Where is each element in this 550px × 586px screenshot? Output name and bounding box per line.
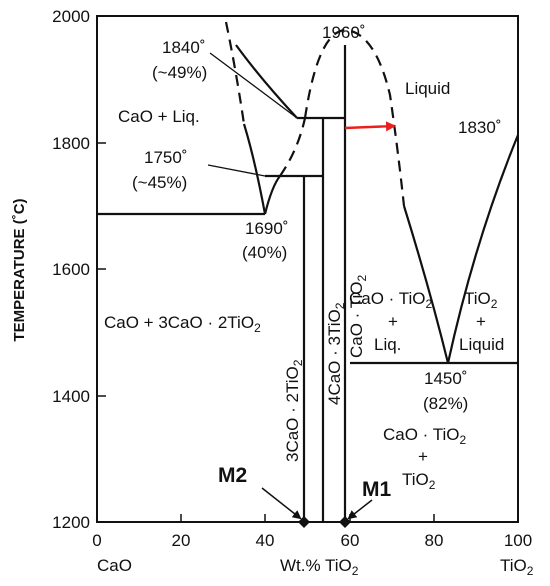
x-tick-0: 0 (92, 531, 101, 550)
label-1840-pct: (~49%) (152, 63, 207, 82)
marker-m1-label: M1 (362, 478, 391, 501)
region-ct-liq-line3: Liq. (374, 335, 401, 354)
x-left-component: CaO (97, 556, 132, 575)
label-1960: 1960˚ (322, 23, 365, 42)
y-tick-2000: 2000 (52, 7, 90, 26)
compound-ct-label: CaO · TiO2 (347, 274, 369, 358)
dashed-liquidus (224, 21, 406, 207)
region-ct-liq-line1: CaO · TiO2 (349, 289, 433, 311)
red-arrow (344, 121, 396, 132)
x-tick-80: 80 (425, 531, 444, 550)
y-tick-1200: 1200 (52, 513, 90, 532)
y-tick-marks (97, 15, 106, 523)
region-cao-c3t2: CaO + 3CaO · 2TiO2 (104, 313, 261, 335)
m1-point (339, 516, 351, 528)
region-ct-tio2-line2: + (418, 447, 428, 466)
y-tick-1600: 1600 (52, 260, 90, 279)
x-tick-100: 100 (504, 531, 532, 550)
leader-lines (207, 52, 298, 177)
region-cao-liq: CaO + Liq. (118, 107, 200, 126)
marker-m2-label: M2 (218, 464, 247, 487)
y-tick-1800: 1800 (52, 134, 90, 153)
region-liquid: Liquid (405, 79, 450, 98)
region-tio2-liq-line2: + (476, 312, 486, 331)
x-tick-40: 40 (256, 531, 275, 550)
label-1690: 1690˚ (245, 219, 288, 238)
compound-c3t2-label: 3CaO · 2TiO2 (283, 359, 305, 462)
label-1840: 1840˚ (162, 38, 205, 57)
x-right-component: TiO2 (500, 556, 534, 578)
region-ct-tio2-line3: TiO2 (402, 470, 436, 492)
marker-arrows (261, 487, 373, 520)
x-tick-20: 20 (172, 531, 191, 550)
label-1690-pct: (40%) (242, 243, 287, 262)
y-axis-title: TEMPERATURE (˚C) (11, 198, 28, 341)
label-1750: 1750˚ (144, 148, 187, 167)
x-tick-60: 60 (341, 531, 360, 550)
label-1750-pct: (~45%) (132, 173, 187, 192)
region-ct-tio2-line1: CaO · TiO2 (383, 425, 467, 447)
label-1450: 1450˚ (424, 369, 467, 388)
label-1450-pct: (82%) (423, 394, 468, 413)
y-tick-1400: 1400 (52, 387, 90, 406)
region-tio2-liq-line3: Liquid (459, 335, 504, 354)
x-axis-title: Wt.% TiO2 (280, 556, 359, 578)
compound-c4t3-label: 4CaO · 3TiO2 (325, 302, 347, 405)
plot-frame (96, 15, 519, 523)
m2-point (298, 516, 310, 528)
region-ct-liq-line2: + (388, 312, 398, 331)
label-1830: 1830˚ (458, 118, 501, 137)
region-tio2-liq-line1: TiO2 (464, 289, 498, 311)
